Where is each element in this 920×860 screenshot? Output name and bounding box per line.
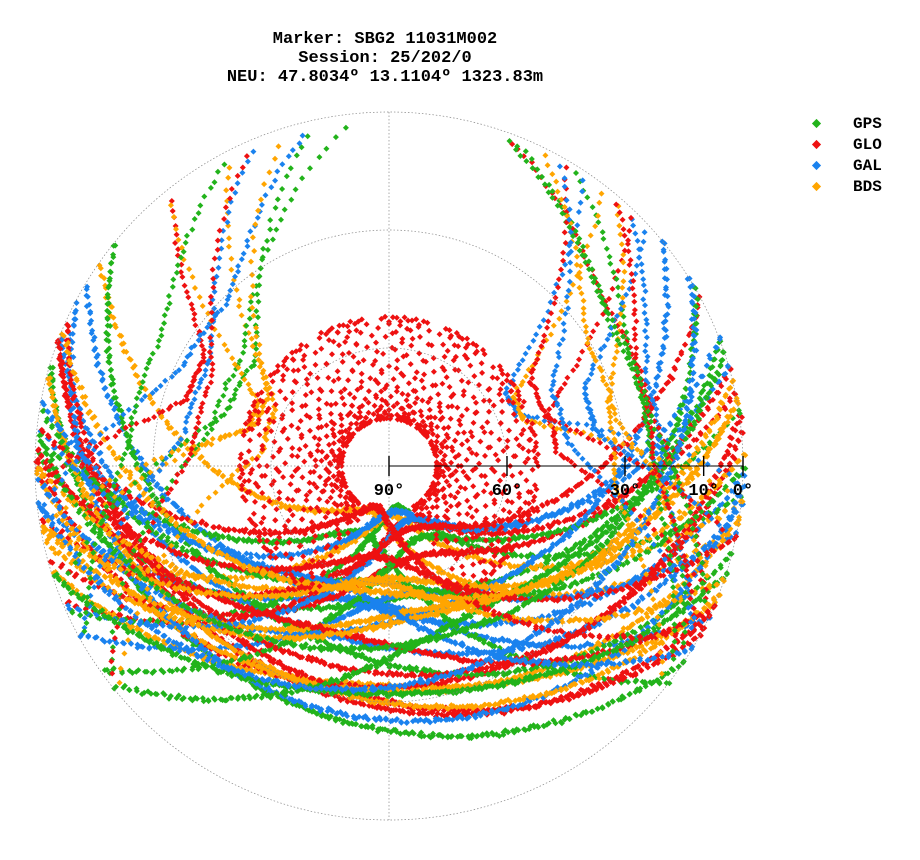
obs-point xyxy=(106,638,113,645)
obs-point xyxy=(605,701,612,708)
obs-point xyxy=(489,729,495,736)
obs-point xyxy=(490,636,497,643)
obs-point xyxy=(332,717,339,724)
obs-point xyxy=(594,705,601,712)
obs-point xyxy=(427,734,434,741)
obs-point xyxy=(550,717,557,724)
obs-point xyxy=(618,696,625,703)
obs-point xyxy=(466,735,473,741)
obs-point xyxy=(418,729,425,736)
obs-point xyxy=(444,734,451,741)
satellite-tracks xyxy=(33,124,749,742)
obs-point xyxy=(522,727,529,734)
obs-point xyxy=(479,731,486,738)
obs-point xyxy=(369,722,376,729)
obs-point xyxy=(496,733,503,740)
obs-point xyxy=(727,442,734,449)
obs-point xyxy=(77,612,84,619)
title-position: NEU: 47.8034º 13.1104º 1323.83m xyxy=(226,68,544,87)
obs-point xyxy=(456,733,463,739)
obs-point xyxy=(626,690,633,697)
obs-point xyxy=(511,729,518,736)
obs-point xyxy=(558,720,565,727)
obs-point xyxy=(634,686,641,693)
obs-point xyxy=(500,731,507,738)
obs-point xyxy=(430,730,436,737)
obs-point xyxy=(358,723,365,730)
obs-point xyxy=(49,364,56,371)
obs-point xyxy=(363,723,369,730)
obs-point xyxy=(349,721,356,727)
obs-point xyxy=(527,723,534,730)
obs-point xyxy=(339,720,346,727)
obs-point xyxy=(483,730,490,737)
obs-point xyxy=(541,723,547,730)
obs-point xyxy=(436,731,443,738)
obs-point xyxy=(318,713,325,720)
obs-point xyxy=(518,552,525,559)
obs-point xyxy=(324,713,331,720)
title-session: Session: 25/202/0 xyxy=(298,49,472,68)
obs-point xyxy=(584,640,591,647)
obs-point xyxy=(499,635,506,642)
obs-point xyxy=(572,711,579,718)
obs-point xyxy=(562,714,569,721)
obs-point xyxy=(599,705,606,712)
title-marker: Marker: SBG2 11031M002 xyxy=(272,30,498,49)
obs-point xyxy=(675,663,682,670)
chart-title: Marker: SBG2 11031M002 Session: 25/202/0… xyxy=(170,30,600,87)
obs-point xyxy=(403,729,410,736)
obs-point xyxy=(588,708,595,715)
obs-point xyxy=(374,728,381,735)
obs-point xyxy=(580,709,587,716)
obs-point xyxy=(576,644,583,651)
obs-point xyxy=(409,729,416,736)
obs-point xyxy=(668,665,675,672)
obs-point xyxy=(390,726,397,733)
obs-point xyxy=(346,720,353,727)
obs-point xyxy=(609,698,616,705)
obs-point xyxy=(220,472,226,479)
